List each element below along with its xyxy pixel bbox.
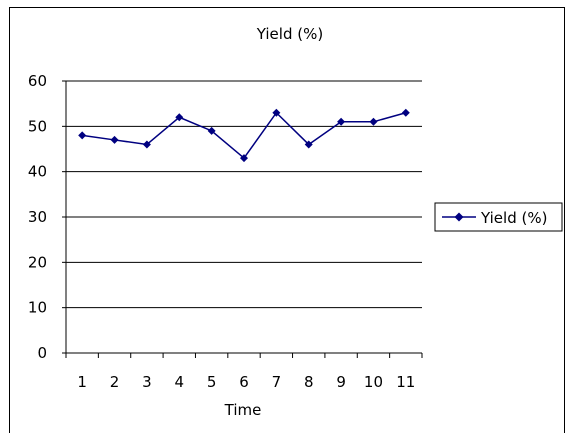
data-point-marker — [175, 113, 184, 122]
y-tick-label: 20 — [28, 253, 47, 271]
data-point-marker — [207, 126, 216, 135]
y-tick-label: 0 — [37, 344, 47, 362]
data-point-marker — [304, 140, 313, 149]
x-tick-label: 6 — [239, 373, 249, 391]
legend: Yield (%) — [434, 202, 563, 232]
axes — [62, 80, 423, 358]
x-tick-label: 1 — [77, 373, 87, 391]
x-tick-label: 2 — [110, 373, 120, 391]
x-tick-label: 11 — [396, 373, 415, 391]
x-tick-label: 10 — [364, 373, 383, 391]
x-tick-label: 4 — [174, 373, 184, 391]
data-point-marker — [142, 140, 151, 149]
y-tick-labels: 0 10 20 30 40 50 60 — [28, 72, 47, 362]
data-point-marker — [337, 117, 346, 126]
data-point-marker — [240, 154, 248, 163]
x-tick-label: 8 — [304, 373, 314, 391]
data-point-marker — [272, 108, 281, 117]
x-tick-label: 7 — [272, 373, 282, 391]
series-line — [82, 111, 407, 160]
legend-label: Yield (%) — [480, 209, 547, 227]
y-tick-label: 60 — [28, 72, 47, 90]
x-tick-label: 9 — [336, 373, 346, 391]
data-point-marker — [78, 131, 87, 140]
data-point-marker — [110, 135, 119, 144]
chart-frame — [9, 7, 565, 433]
legend-marker-swatch — [454, 212, 464, 222]
y-tick-label: 30 — [28, 208, 47, 226]
y-tick-label: 40 — [28, 163, 47, 181]
x-tick-label: 3 — [142, 373, 152, 391]
x-tick-label: 5 — [207, 373, 217, 391]
y-tick-label: 10 — [28, 299, 47, 317]
x-tick-labels: 1 2 3 4 5 6 7 8 9 10 11 — [77, 373, 415, 391]
y-tick-label: 50 — [28, 117, 47, 135]
data-point-marker — [401, 108, 410, 117]
data-point-marker — [369, 117, 378, 126]
chart-title: Yield (%) — [256, 25, 323, 43]
series-yield — [78, 108, 410, 163]
gridlines — [66, 80, 422, 309]
x-axis-title: Time — [224, 401, 262, 419]
